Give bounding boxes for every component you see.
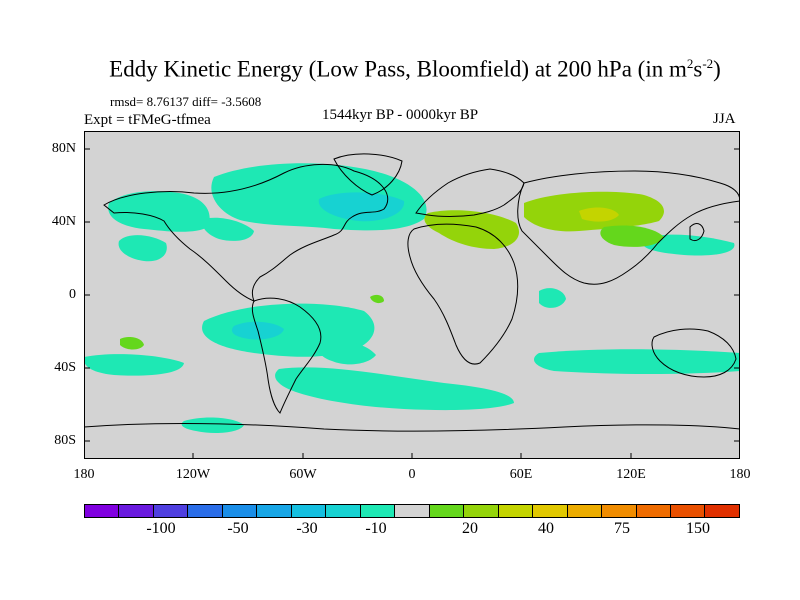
colorbar-swatch: [257, 505, 292, 517]
map-plot: [84, 131, 740, 459]
colorbar-label: -10: [365, 520, 387, 537]
colorbar-label: -30: [296, 520, 318, 537]
colorbar: [84, 504, 740, 518]
colorbar-swatch: [464, 505, 499, 517]
coast-africa: [407, 223, 519, 365]
anomaly-mediterranean: [424, 210, 520, 249]
anomaly-japan-east: [642, 234, 735, 256]
colorbar-label: 40: [538, 520, 554, 537]
anomaly-southern-ocean-atlantic: [275, 367, 514, 411]
coast-japan: [689, 223, 705, 242]
colorbar-swatch: [567, 505, 603, 517]
stats-text: rmsd= 8.76137 diff= -3.5608: [110, 94, 262, 109]
coast-south-america: [251, 297, 322, 414]
colorbar-label: 20: [462, 520, 478, 537]
coast-asia: [517, 170, 740, 285]
experiment-text: Expt = tFMeG-tfmea: [84, 112, 211, 128]
season-text: JJA: [713, 111, 736, 127]
map-ticks: [84, 148, 740, 459]
colorbar-swatch: [119, 505, 154, 517]
lon-label-0: 0: [408, 467, 416, 482]
colorbar-swatch: [188, 505, 223, 517]
lat-label-0: 0: [69, 287, 76, 302]
colorbar-swatch: [429, 505, 465, 517]
colorbar-swatch: [670, 505, 706, 517]
coast-antarctica: [84, 422, 740, 432]
anomaly-central-atlantic: [370, 294, 384, 304]
anomaly-asia-jet-core: [579, 207, 619, 222]
lon-label-120w: 120W: [175, 467, 211, 482]
colorbar-swatch: [705, 505, 739, 517]
coast-north-america: [103, 163, 389, 302]
anomaly-north-pacific: [108, 191, 210, 232]
colorbar-label: -50: [227, 520, 249, 537]
anomaly-east-asia: [600, 225, 664, 247]
anomaly-north-atlantic-core: [318, 192, 405, 222]
anomaly-north-america-west: [202, 217, 254, 241]
plot-title: Eddy Kinetic Energy (Low Pass, Bloomfiel…: [109, 56, 721, 82]
lon-label-60e: 60E: [509, 467, 533, 482]
colorbar-swatch: [85, 505, 120, 517]
coast-australia: [651, 328, 737, 378]
lat-label-80n: 80N: [51, 141, 76, 156]
anomaly-south-america-east: [318, 340, 376, 365]
anomaly-south-pacific-east: [84, 354, 184, 376]
colorbar-swatch: [360, 505, 396, 517]
colorbar-swatch: [636, 505, 671, 517]
coast-greenland: [333, 153, 403, 196]
colorbar-swatch: [602, 505, 637, 517]
colorbar-swatch: [291, 505, 327, 517]
colorbar-swatch: [222, 505, 258, 517]
coastlines: [84, 153, 740, 432]
anomaly-northeast-pacific: [118, 235, 167, 262]
colorbar-label: -100: [146, 520, 176, 537]
lat-label-40n: 40N: [51, 214, 76, 229]
lon-label-180w: 180: [73, 467, 95, 482]
colorbar-label: 150: [686, 520, 710, 537]
lon-label-60w: 60W: [289, 467, 317, 482]
colorbar-swatch: [395, 505, 430, 517]
anomaly-tropical-atlantic: [539, 288, 566, 308]
colorbar-swatch: [498, 505, 534, 517]
period-text: 1544kyr BP - 0000kyr BP: [322, 107, 479, 123]
colorbar-swatch: [326, 505, 361, 517]
anomaly-southern-ocean-pacific: [181, 417, 244, 433]
lat-label-80s: 80S: [54, 433, 76, 448]
map-background: [84, 131, 740, 459]
colorbar-label: 75: [614, 520, 630, 537]
lon-label-180e: 180: [729, 467, 751, 482]
lat-label-40s: 40S: [54, 360, 76, 375]
colorbar-swatch: [153, 505, 189, 517]
anomaly-southern-indian-ocean: [534, 349, 740, 374]
colorbar-swatch: [533, 505, 568, 517]
anomaly-south-pacific-green: [120, 337, 144, 350]
lon-label-120e: 120E: [616, 467, 646, 482]
